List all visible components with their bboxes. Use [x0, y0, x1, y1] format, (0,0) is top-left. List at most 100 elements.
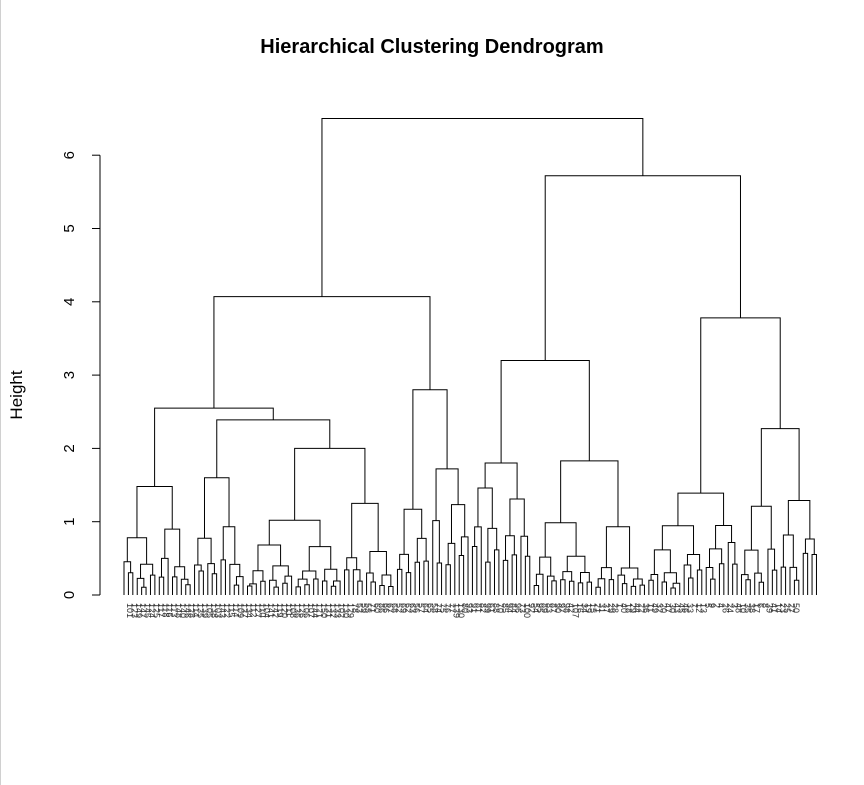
dendrogram-link-41	[321, 580, 328, 595]
dendrogram-link-11	[180, 578, 189, 595]
leaf-label: 119	[275, 603, 285, 617]
dendrogram-link-76	[412, 389, 448, 510]
dendrogram-link-94	[546, 575, 555, 595]
leaf-label: 83	[544, 603, 554, 613]
dendrogram-link-17	[211, 573, 218, 595]
leaf-label: 8	[760, 603, 770, 608]
dendrogram-link-84	[502, 559, 509, 595]
dendrogram-link-42	[330, 585, 337, 595]
leaf-label: 50	[791, 603, 801, 613]
dendrogram-link-87	[524, 555, 531, 595]
dendrogram-link-105	[597, 578, 606, 595]
dendrogram-link-12	[174, 566, 186, 580]
dendrogram-link-101	[579, 572, 590, 583]
leaf-label: 137	[240, 603, 250, 618]
leaf-label: 118	[160, 603, 170, 617]
leaf-label: 36	[641, 603, 651, 613]
leaf-label: 149	[134, 603, 144, 618]
leaf-label: 92	[526, 603, 536, 613]
dendrogram-link-40	[302, 570, 317, 580]
leaf-label: 45	[676, 603, 686, 613]
dendrogram-link-69	[432, 520, 440, 595]
dendrogram-link-77	[213, 296, 431, 409]
dendrogram-link-144	[750, 505, 772, 551]
leaf-label: 29	[606, 603, 616, 613]
leaf-label: 87	[548, 603, 558, 613]
leaf-label: 42	[566, 603, 576, 613]
leaf-label: 17	[751, 603, 761, 613]
leaf-label: 90	[553, 603, 563, 613]
dendrogram-link-46	[268, 519, 321, 547]
y-tick-label-2: 2	[61, 444, 78, 452]
leaf-label: 93	[465, 603, 475, 613]
dendrogram-link-65	[423, 560, 429, 595]
leaf-label: 34	[579, 603, 589, 613]
leaf-label: 47	[663, 603, 673, 613]
leaf-label: 125	[151, 603, 161, 618]
dendrogram-link-39	[313, 578, 319, 595]
leaf-label: 26	[720, 603, 730, 613]
leaf-label: 131	[323, 603, 333, 618]
dendrogram-link-90	[484, 462, 518, 499]
leaf-label: 148	[174, 603, 184, 618]
leaf-label: 141	[266, 603, 276, 618]
dendrogram-link-37	[304, 584, 310, 595]
leaf-label: 124	[147, 603, 157, 618]
leaf-label: 61	[487, 603, 497, 613]
dendrogram-link-38	[297, 578, 308, 587]
leaf-label: 18	[623, 603, 633, 613]
leaf-label: 88	[491, 603, 501, 613]
dendrogram-link-133	[732, 563, 738, 595]
leaf-label: 62	[403, 603, 413, 613]
leaf-label: 59	[359, 603, 369, 613]
dendrogram-link-32	[282, 582, 288, 595]
dendrogram-link-33	[284, 575, 293, 595]
leaf-label: 105	[204, 603, 214, 618]
dendrogram-link-135	[715, 525, 733, 549]
leaf-label: 147	[138, 603, 148, 618]
dendrogram-link-147	[789, 566, 798, 595]
dendrogram-link-21	[233, 584, 240, 595]
leaf-label: 140	[178, 603, 188, 618]
dendrogram-link-145	[780, 566, 787, 595]
leaf-label: 75	[438, 603, 448, 613]
dendrogram-link-52	[366, 572, 374, 595]
leaf-label: 139	[451, 603, 461, 618]
dendrogram-link-143	[767, 548, 776, 595]
leaf-label: 55	[363, 603, 373, 613]
leaf-label: 11	[645, 603, 655, 612]
leaf-label: 9	[707, 603, 717, 608]
leaf-label: 16	[575, 603, 585, 613]
dendrogram-link-7	[158, 576, 165, 595]
dendrogram-link-121	[672, 582, 681, 595]
dendrogram-link-72	[458, 554, 465, 595]
dendrogram-link-85	[511, 554, 518, 595]
leaf-label: 14	[773, 603, 783, 613]
leaf-label: 40	[619, 603, 629, 613]
dendrogram-link-97	[568, 580, 575, 595]
dendrogram-link-44	[324, 568, 338, 582]
leaf-labels: 1011231491471451241251171181161131481401…	[125, 603, 801, 618]
dendrogram-link-89	[509, 498, 525, 537]
leaf-label: 30	[668, 603, 678, 613]
dendrogram-link-26	[246, 585, 253, 595]
dendrogram-link-9	[172, 576, 178, 595]
leaf-label: 65	[425, 603, 435, 613]
dendrogram-link-53	[379, 585, 385, 595]
dendrogram-link-136	[677, 492, 725, 526]
leaf-label: 54	[531, 603, 541, 613]
leaf-label: 123	[129, 603, 139, 618]
leaf-label: 56	[412, 603, 422, 613]
leaf-label: 38	[747, 603, 757, 613]
dendrogram-link-106	[608, 579, 615, 595]
dendrogram-link-6	[126, 537, 148, 565]
dendrogram-links	[123, 118, 817, 595]
dendrogram-link-80	[485, 561, 491, 595]
leaf-label: 58	[429, 603, 439, 613]
dendrogram-link-149	[802, 552, 809, 595]
dendrogram-link-43	[333, 580, 341, 595]
leaf-label: 86	[376, 603, 386, 613]
dendrogram-link-155	[544, 175, 741, 361]
dendrogram-link-88	[520, 535, 529, 595]
